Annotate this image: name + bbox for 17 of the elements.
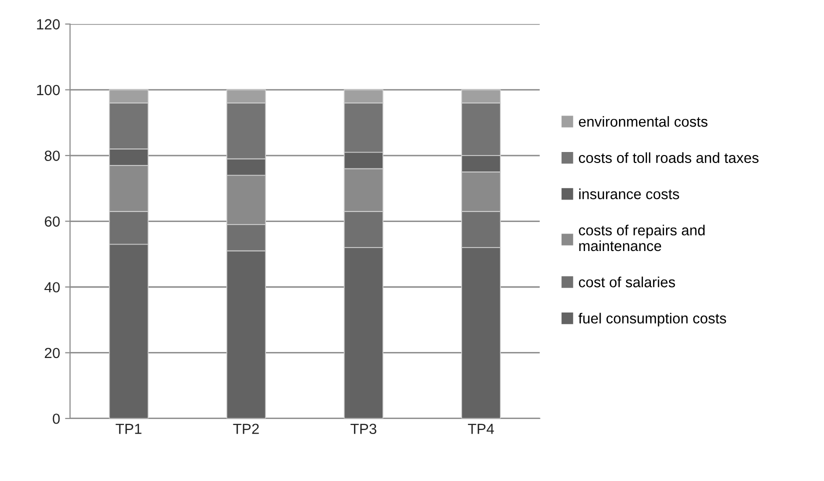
- legend-label: costs of toll roads and taxes: [578, 152, 759, 164]
- y-tick-label: 40: [44, 282, 60, 292]
- legend-label: fuel consumption costs: [578, 312, 726, 326]
- legend-label: costs of repairs and maintenance: [578, 224, 705, 252]
- y-tick-label: 0: [52, 414, 60, 424]
- x-tick-label: TP3: [350, 424, 376, 434]
- legend-label: environmental costs: [578, 116, 708, 127]
- y-tick-label: 20: [44, 348, 60, 358]
- y-tick-label: 120: [37, 19, 60, 30]
- legend-label: insurance costs: [579, 188, 680, 200]
- y-tick-label: 60: [44, 216, 60, 227]
- legend-label: cost of salaries: [578, 276, 676, 288]
- y-tick-label: 80: [44, 150, 60, 161]
- x-tick-label: TP1: [116, 424, 142, 434]
- x-tick-label: TP4: [468, 424, 494, 434]
- x-tick-label: TP2: [233, 424, 259, 434]
- y-tick-label: 100: [37, 84, 60, 96]
